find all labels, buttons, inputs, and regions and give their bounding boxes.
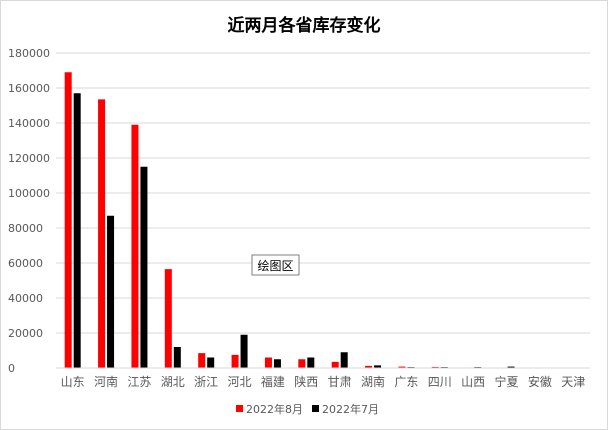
x-tick-label: 福建	[261, 374, 285, 389]
bar-jul	[173, 347, 181, 368]
x-tick-label: 山东	[61, 375, 85, 389]
x-tick-label: 天津	[561, 375, 585, 389]
bar-aug	[231, 354, 239, 368]
annotation-frame	[251, 254, 300, 276]
y-tick-label: 80000	[8, 222, 43, 235]
legend: 2022年8月 2022年7月	[236, 402, 379, 416]
bar-aug	[198, 353, 206, 368]
bar-jul	[207, 357, 215, 368]
x-tick-label: 安徽	[528, 374, 552, 389]
bar-aug	[398, 366, 406, 368]
x-tick-label: 山西	[461, 375, 485, 389]
y-tick-label: 140000	[8, 117, 50, 130]
y-tick-label: 40000	[8, 292, 43, 305]
y-tick-label: 0	[8, 362, 15, 375]
x-tick-label: 四川	[428, 375, 452, 389]
x-tick-label: 浙江	[194, 375, 218, 389]
bar-aug	[64, 72, 72, 368]
bar-jul	[107, 215, 115, 368]
chart-title: 近两月各省库存变化	[228, 15, 381, 36]
x-tick-label: 河南	[94, 374, 118, 389]
x-tick-label: 湖北	[161, 374, 185, 389]
bar-jul	[374, 365, 382, 368]
legend-swatch	[236, 405, 243, 412]
x-tick-label: 甘肃	[328, 375, 352, 389]
annotation-box: 绘图区	[251, 254, 300, 276]
y-axis-tick-labels: 0 20000 40000 60000 80000 100000 120000 140000 1…	[8, 47, 50, 375]
legend-label: 2022年7月	[322, 402, 379, 416]
bar-aug	[298, 359, 306, 368]
bar-jul	[140, 166, 148, 368]
bar-aug	[264, 357, 272, 368]
x-tick-label: 湖南	[361, 374, 385, 389]
bar-jul	[73, 93, 81, 368]
annotation-label: 绘图区	[257, 258, 293, 273]
x-axis-tick-labels: 山东 河南 江苏 湖北 浙江 河北 福建 陕西 甘肃 湖南 广东 四川 山西 宁夏 安徽 天津	[61, 374, 586, 389]
bar-jul	[307, 357, 315, 368]
y-tick-label: 120000	[8, 152, 50, 165]
bar-jul	[240, 334, 248, 368]
bar-aug	[131, 124, 139, 368]
y-tick-label: 180000	[8, 47, 50, 60]
y-tick-label: 60000	[8, 257, 43, 270]
x-tick-label: 江苏	[127, 375, 151, 389]
y-tick-label: 160000	[8, 82, 50, 95]
y-tick-label: 100000	[8, 187, 50, 200]
y-tick-label: 20000	[8, 327, 43, 340]
x-tick-label: 陕西	[294, 374, 318, 389]
bar-aug	[331, 361, 339, 368]
bar-aug	[164, 269, 172, 368]
bar-aug	[365, 365, 373, 368]
x-tick-label: 广东	[394, 375, 418, 389]
x-tick-label: 河北	[228, 375, 252, 389]
legend-swatch	[312, 405, 319, 412]
bar-aug	[431, 366, 439, 368]
bar-jul	[507, 366, 515, 368]
legend-label: 2022年8月	[246, 402, 303, 416]
x-tick-label: 宁夏	[495, 374, 519, 389]
bars	[64, 72, 515, 368]
bar-jul	[340, 352, 348, 368]
bar-aug	[98, 99, 106, 368]
bar-jul	[273, 359, 281, 368]
